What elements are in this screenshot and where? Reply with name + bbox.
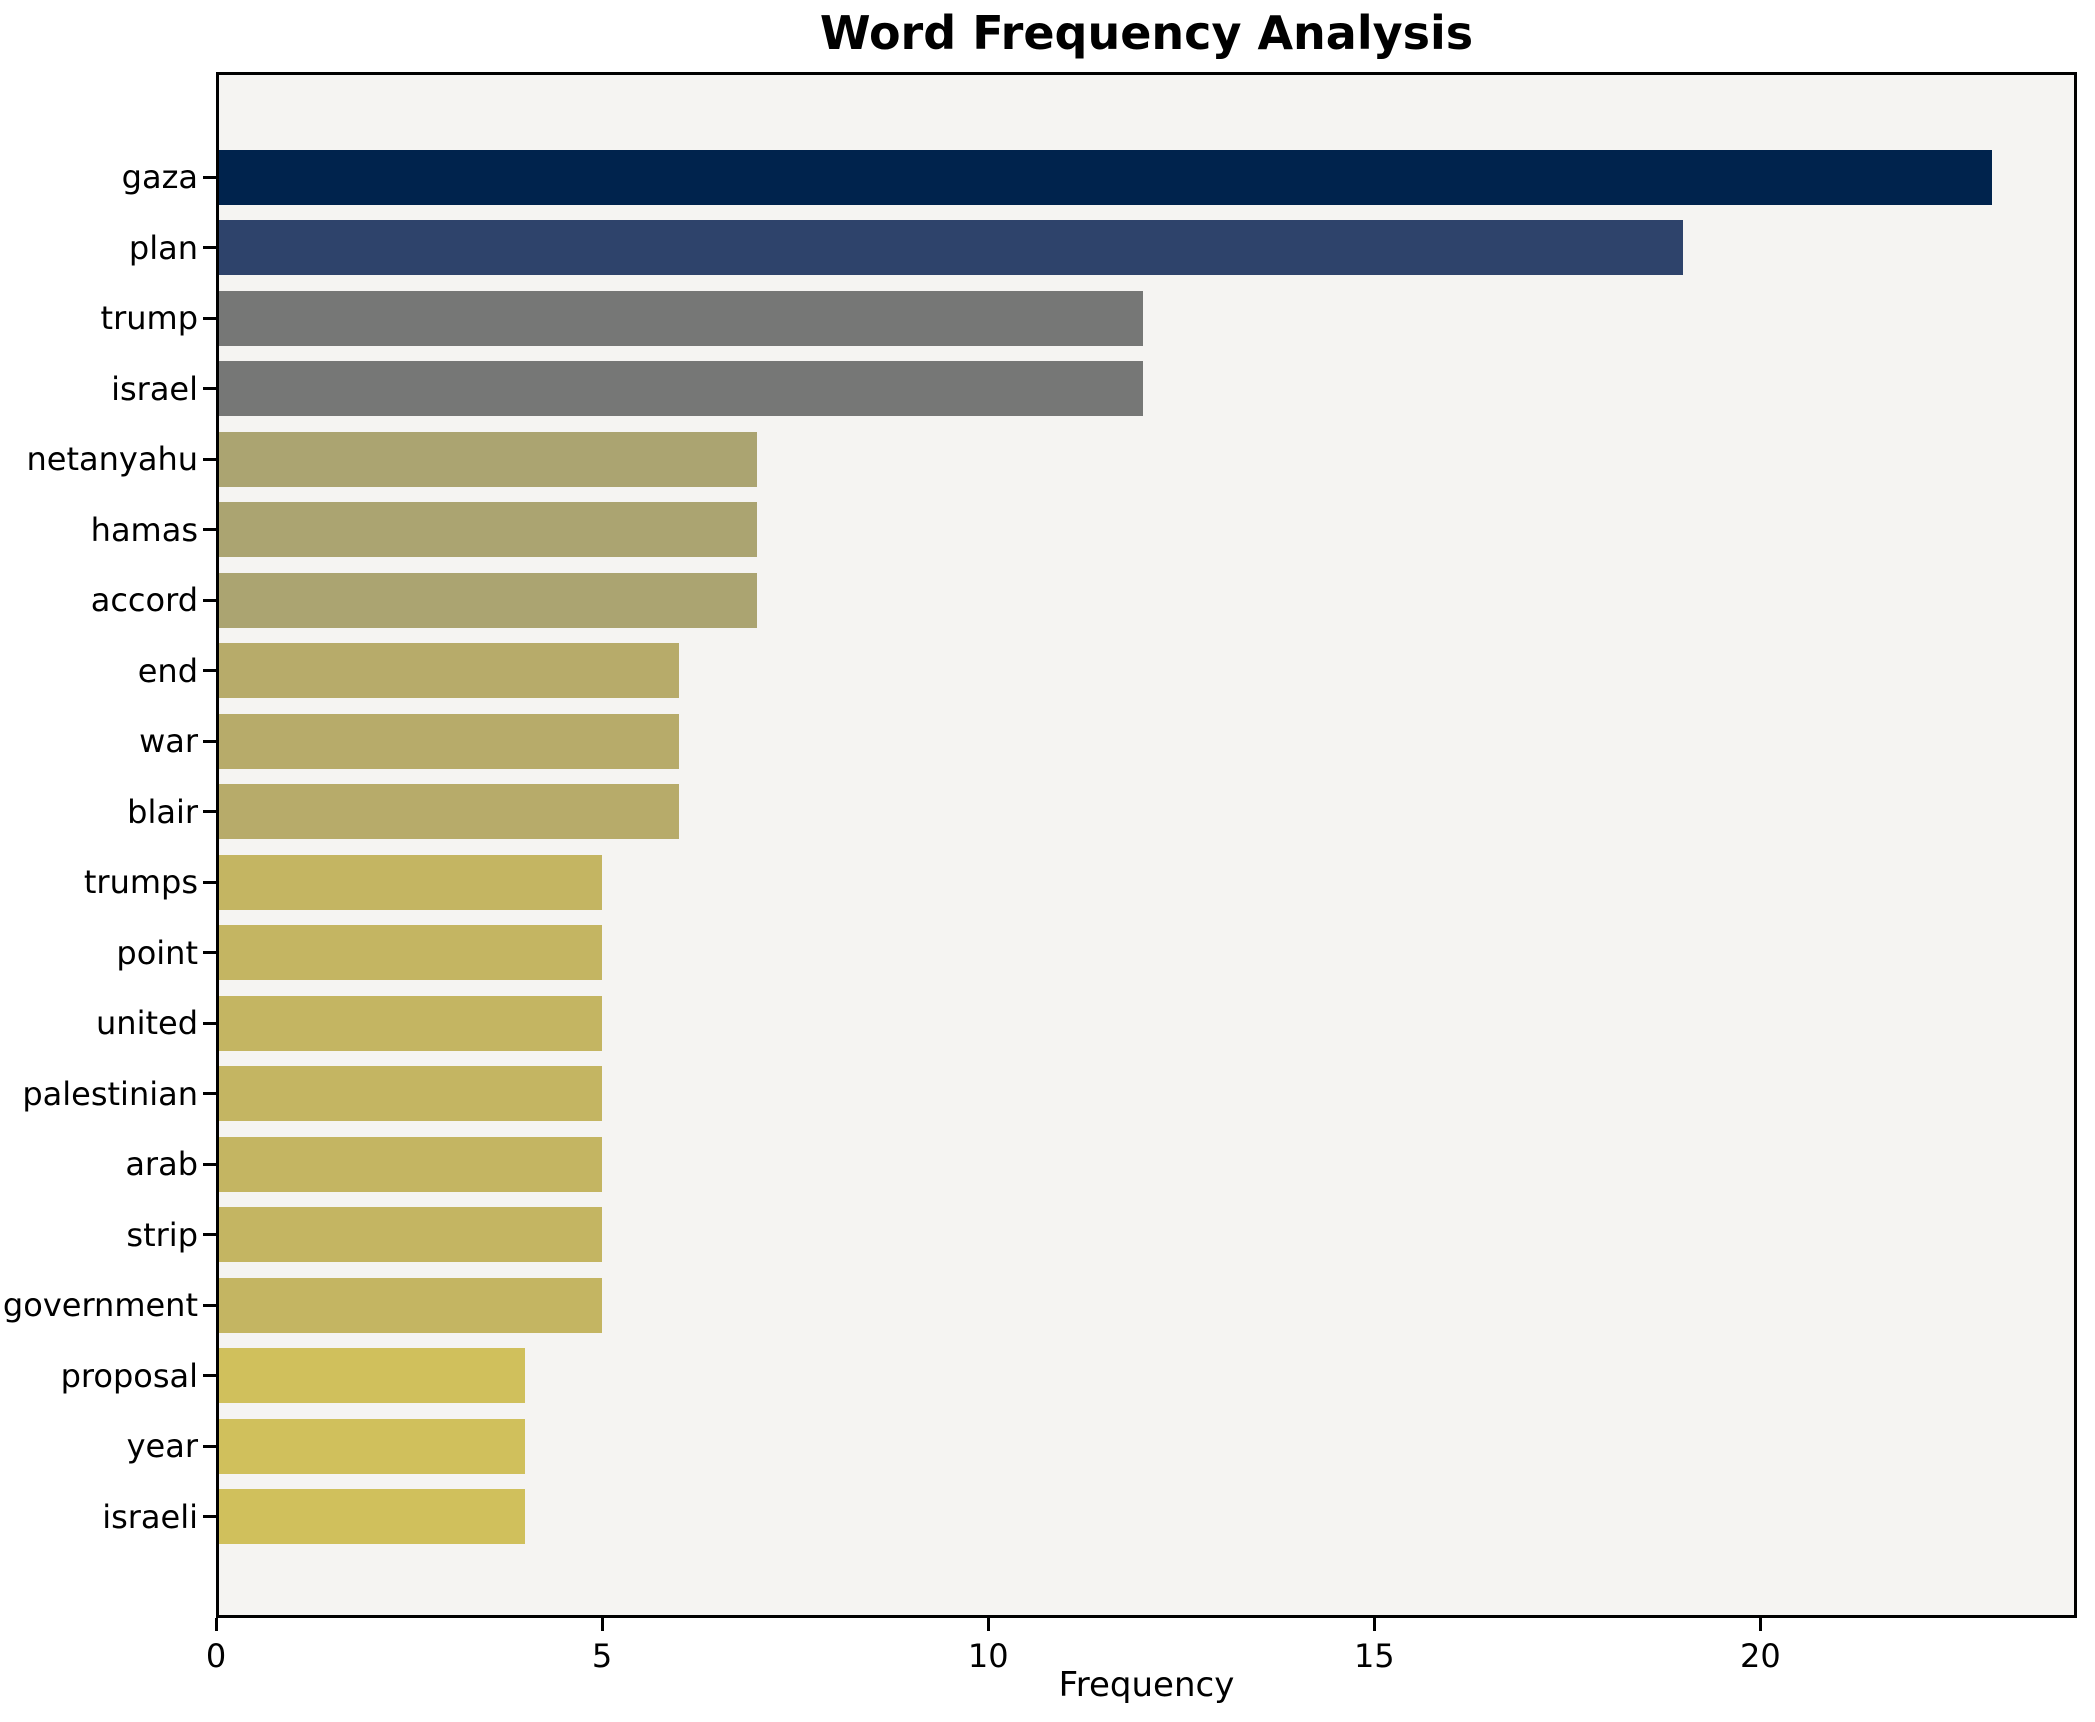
y-tick-government [203, 1303, 216, 1307]
x-tick-label-20: 20 [1740, 1637, 1781, 1675]
x-tick-0 [214, 1618, 218, 1631]
y-tick-label-netanyahu: netanyahu [26, 440, 198, 479]
bar-war [216, 713, 680, 769]
bar-strip [216, 1207, 603, 1263]
y-tick-accord [203, 598, 216, 602]
bar-israel [216, 361, 1143, 417]
x-tick-20 [1758, 1618, 1762, 1631]
y-tick-label-trump: trump [100, 299, 198, 338]
y-tick-label-year: year [126, 1427, 198, 1466]
y-tick-trumps [203, 880, 216, 884]
x-tick-5 [600, 1618, 604, 1631]
y-tick-label-blair: blair [127, 792, 198, 831]
y-tick-label-united: united [96, 1004, 198, 1043]
bar-year [216, 1418, 525, 1474]
bar-gaza [216, 149, 1993, 205]
x-tick-label-0: 0 [205, 1637, 227, 1675]
x-tick-10 [986, 1618, 990, 1631]
bar-proposal [216, 1348, 525, 1404]
y-tick-hamas [203, 528, 216, 532]
y-tick-palestinian [203, 1092, 216, 1096]
x-tick-label-5: 5 [591, 1637, 613, 1675]
bar-plan [216, 220, 1684, 276]
y-tick-israeli [203, 1515, 216, 1519]
x-tick-label-10: 10 [967, 1637, 1009, 1675]
bar-trumps [216, 854, 603, 910]
bar-point [216, 925, 603, 981]
y-tick-label-strip: strip [126, 1215, 198, 1254]
bar-end [216, 643, 680, 699]
y-tick-label-palestinian: palestinian [22, 1074, 198, 1113]
y-tick-label-trumps: trumps [83, 863, 198, 902]
bar-blair [216, 784, 680, 840]
y-tick-label-accord: accord [90, 581, 198, 620]
y-tick-label-proposal: proposal [60, 1356, 198, 1395]
y-tick-arab [203, 1162, 216, 1166]
bar-government [216, 1277, 603, 1333]
y-tick-end [203, 669, 216, 673]
bar-united [216, 995, 603, 1051]
y-tick-trump [203, 316, 216, 320]
y-tick-label-hamas: hamas [90, 510, 198, 549]
bar-trump [216, 290, 1143, 346]
y-tick-label-israeli: israeli [102, 1497, 198, 1536]
x-tick-label-15: 15 [1353, 1637, 1395, 1675]
y-tick-blair [203, 810, 216, 814]
y-tick-israel [203, 387, 216, 391]
bar-arab [216, 1136, 603, 1192]
y-tick-label-arab: arab [125, 1145, 198, 1184]
bar-palestinian [216, 1066, 603, 1122]
bar-israeli [216, 1489, 525, 1545]
y-tick-label-plan: plan [128, 228, 198, 267]
y-tick-label-government: government [2, 1286, 198, 1325]
x-axis-title: Frequency [1058, 1665, 1235, 1705]
bar-hamas [216, 502, 757, 558]
y-tick-netanyahu [203, 457, 216, 461]
y-tick-label-israel: israel [111, 369, 198, 408]
bar-accord [216, 572, 757, 628]
y-tick-strip [203, 1233, 216, 1237]
y-tick-plan [203, 246, 216, 250]
bar-netanyahu [216, 431, 757, 487]
y-tick-point [203, 951, 216, 955]
y-tick-war [203, 739, 216, 743]
y-tick-label-point: point [116, 933, 198, 972]
x-tick-15 [1372, 1618, 1376, 1631]
y-tick-label-gaza: gaza [121, 158, 198, 197]
y-tick-united [203, 1021, 216, 1025]
y-tick-year [203, 1444, 216, 1448]
y-tick-proposal [203, 1374, 216, 1378]
y-tick-label-end: end [137, 651, 198, 690]
y-tick-label-war: war [139, 722, 198, 761]
y-tick-gaza [203, 175, 216, 179]
chart-title: Word Frequency Analysis [819, 6, 1474, 60]
